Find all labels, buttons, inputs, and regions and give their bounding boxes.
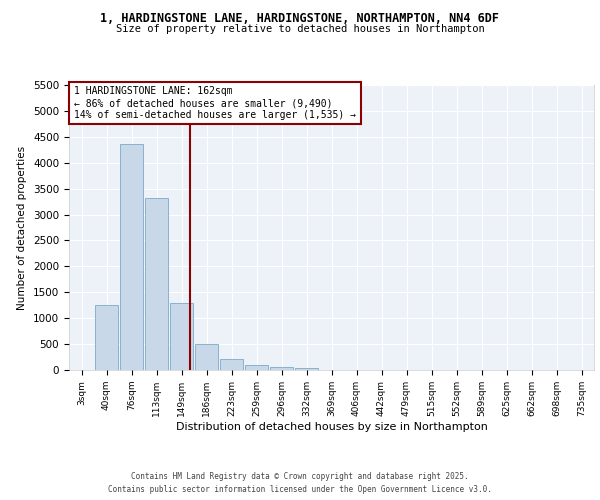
Bar: [245, 366, 268, 370]
Bar: [95, 304, 118, 370]
Text: Size of property relative to detached houses in Northampton: Size of property relative to detached ho…: [116, 24, 484, 34]
Bar: [270, 368, 293, 370]
Bar: [295, 368, 318, 370]
Text: 1, HARDINGSTONE LANE, HARDINGSTONE, NORTHAMPTON, NN4 6DF: 1, HARDINGSTONE LANE, HARDINGSTONE, NORT…: [101, 12, 499, 26]
Y-axis label: Number of detached properties: Number of detached properties: [17, 146, 28, 310]
Bar: [195, 344, 218, 370]
X-axis label: Distribution of detached houses by size in Northampton: Distribution of detached houses by size …: [176, 422, 487, 432]
Bar: [120, 144, 143, 370]
Bar: [170, 303, 193, 370]
Bar: [220, 359, 243, 370]
Text: Contains HM Land Registry data © Crown copyright and database right 2025.
Contai: Contains HM Land Registry data © Crown c…: [108, 472, 492, 494]
Text: 1 HARDINGSTONE LANE: 162sqm
← 86% of detached houses are smaller (9,490)
14% of : 1 HARDINGSTONE LANE: 162sqm ← 86% of det…: [74, 86, 356, 120]
Bar: [145, 198, 168, 370]
